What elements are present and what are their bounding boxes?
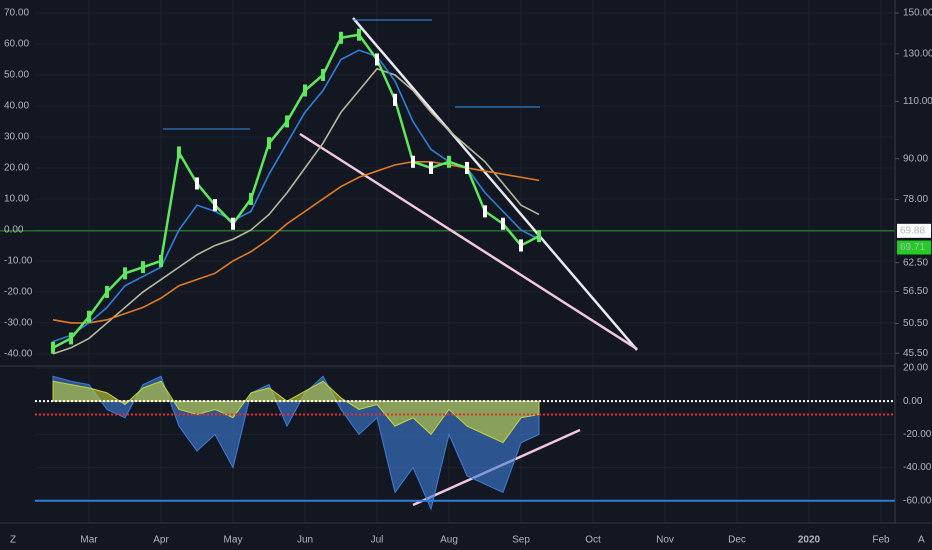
candle — [87, 310, 91, 323]
candle — [303, 84, 307, 97]
x-tick-label: May — [224, 535, 243, 546]
corner-label[interactable]: Z — [10, 535, 16, 546]
candle — [393, 93, 397, 106]
x-tick-label: Apr — [153, 535, 169, 546]
candle — [339, 31, 343, 44]
y-tick-label: 10.00 — [4, 194, 29, 205]
y2-tick-label: -60.00 — [903, 495, 932, 506]
trendline — [352, 17, 638, 351]
series-line — [52, 33, 540, 349]
candle — [465, 161, 469, 174]
series-line — [52, 67, 540, 355]
candle — [51, 341, 55, 354]
y2-tick-label: 0.00 — [903, 396, 923, 407]
candle — [501, 217, 505, 230]
candle — [411, 155, 415, 168]
y-tick-label: -10.00 — [4, 256, 33, 267]
corner-label[interactable]: A — [918, 535, 925, 546]
candle — [231, 217, 235, 230]
y-tick-label: 70.00 — [4, 8, 29, 19]
candle — [105, 285, 109, 298]
y-tick-label: 20.00 — [4, 163, 29, 174]
y-tick-label: 60.00 — [4, 39, 29, 50]
y2-tick-label: 50.50 — [903, 318, 928, 329]
y2-tick-label: 130.00 — [903, 48, 932, 59]
candle — [447, 155, 451, 168]
y-tick-label: -40.00 — [4, 349, 33, 360]
candle — [429, 161, 433, 174]
candle — [213, 199, 217, 212]
x-tick-label: 2020 — [798, 535, 821, 546]
oscillator-area — [52, 380, 540, 444]
candle — [177, 146, 181, 159]
y-tick-label: 50.00 — [4, 70, 29, 81]
candle — [537, 230, 541, 243]
x-tick-label: Jul — [371, 535, 384, 546]
y-tick-label: 40.00 — [4, 101, 29, 112]
x-tick-label: Mar — [80, 535, 98, 546]
x-tick-label: Oct — [585, 535, 601, 546]
y-tick-label: -20.00 — [4, 287, 33, 298]
price-tag — [897, 240, 931, 255]
candle — [123, 267, 127, 280]
candle — [141, 261, 145, 274]
y2-tick-label: 45.50 — [903, 348, 928, 359]
x-tick-label: Jun — [297, 535, 313, 546]
y2-tick-label: 150.00 — [903, 8, 932, 19]
candle — [267, 137, 271, 150]
trendline — [299, 132, 638, 351]
candle — [195, 177, 199, 190]
y-tick-label: -30.00 — [4, 318, 33, 329]
x-tick-label: Sep — [512, 535, 530, 546]
y-tick-label: 30.00 — [4, 132, 29, 143]
x-tick-label: Feb — [872, 535, 890, 546]
series-line — [52, 160, 540, 324]
y2-tick-label: 56.50 — [903, 286, 928, 297]
candle — [285, 115, 289, 128]
candle — [321, 68, 325, 81]
x-tick-label: Nov — [656, 535, 674, 546]
candle — [69, 332, 73, 345]
x-tick-label: Dec — [728, 535, 746, 546]
candle — [483, 205, 487, 218]
y2-tick-label: 78.00 — [903, 194, 928, 205]
y2-tick-label: 110.00 — [903, 96, 932, 107]
y2-tick-label: 62.50 — [903, 257, 928, 268]
price-tag-label: 69.71 — [900, 242, 925, 253]
y2-tick-label: 90.00 — [903, 153, 928, 164]
x-tick-label: Aug — [440, 535, 458, 546]
y2-tick-label: -40.00 — [903, 462, 932, 473]
y2-tick-label: -20.00 — [903, 429, 932, 440]
candle — [159, 254, 163, 267]
y-tick-label: 0.00 — [4, 225, 24, 236]
candle — [249, 192, 253, 205]
candle — [375, 53, 379, 66]
price-tag-label: 69.88 — [900, 225, 925, 236]
candle — [519, 239, 523, 252]
y2-tick-label: 20.00 — [903, 363, 928, 374]
candle — [357, 28, 361, 41]
price-tag — [897, 223, 931, 238]
